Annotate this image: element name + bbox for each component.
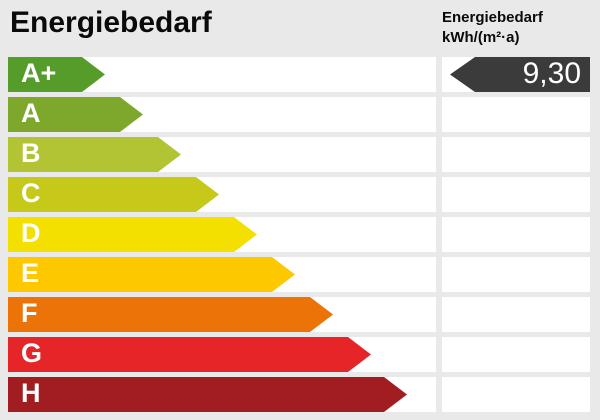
scale-arrow-B: B [8, 137, 181, 172]
value-marker-text: 9,30 [522, 56, 581, 90]
scale-row-value-cell [442, 177, 590, 212]
scale-arrow-C: C [8, 177, 219, 212]
scale-row-value-cell [442, 337, 590, 372]
scale-arrow-label: E [21, 258, 40, 288]
value-column-header-line1: Energiebedarf [442, 9, 543, 26]
scale-row-value-cell [442, 377, 590, 412]
scale-arrow-F: F [8, 297, 333, 332]
scale-row-value-cell [442, 137, 590, 172]
value-marker-arrow: 9,30 [450, 57, 590, 92]
scale-arrow-label: A [21, 98, 41, 128]
scale-row-value-cell [442, 257, 590, 292]
scale-arrow-label: H [21, 378, 41, 408]
scale-arrow-E: E [8, 257, 295, 292]
scale-arrow-A+: A+ [8, 57, 105, 92]
scale-row-value-cell [442, 217, 590, 252]
page-title: Energiebedarf [10, 6, 212, 39]
scale-row-value-cell [442, 97, 590, 132]
scale-arrow-label: B [21, 138, 41, 168]
value-column-header: Energiebedarf kWh/(m²·a) [442, 8, 543, 48]
scale-arrow-H: H [8, 377, 407, 412]
value-column-header-line2: kWh/(m²·a) [442, 29, 520, 46]
scale-arrow-G: G [8, 337, 371, 372]
scale-arrow-D: D [8, 217, 257, 252]
scale-arrow-label: F [21, 298, 38, 328]
scale-arrow-label: D [21, 218, 41, 248]
scale-arrow-label: A+ [21, 58, 57, 88]
scale-arrow-label: G [21, 338, 43, 368]
scale-row-value-cell [442, 297, 590, 332]
scale-arrow-A: A [8, 97, 143, 132]
scale-arrow-label: C [21, 178, 41, 208]
